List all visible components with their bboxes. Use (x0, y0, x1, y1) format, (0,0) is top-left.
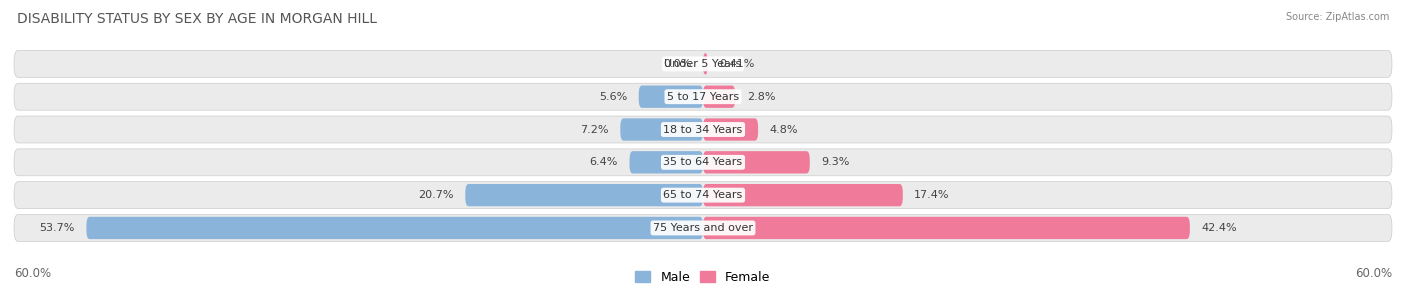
FancyBboxPatch shape (465, 184, 703, 206)
Text: 5.6%: 5.6% (599, 92, 627, 102)
Text: 17.4%: 17.4% (914, 190, 950, 200)
Text: Under 5 Years: Under 5 Years (665, 59, 741, 69)
Text: 9.3%: 9.3% (821, 157, 849, 167)
FancyBboxPatch shape (703, 53, 707, 75)
Text: DISABILITY STATUS BY SEX BY AGE IN MORGAN HILL: DISABILITY STATUS BY SEX BY AGE IN MORGA… (17, 12, 377, 26)
Text: 35 to 64 Years: 35 to 64 Years (664, 157, 742, 167)
FancyBboxPatch shape (86, 217, 703, 239)
FancyBboxPatch shape (703, 217, 1189, 239)
FancyBboxPatch shape (638, 85, 703, 108)
FancyBboxPatch shape (14, 215, 1392, 241)
FancyBboxPatch shape (14, 50, 1392, 77)
Text: 18 to 34 Years: 18 to 34 Years (664, 125, 742, 134)
Text: 42.4%: 42.4% (1201, 223, 1237, 233)
FancyBboxPatch shape (14, 116, 1392, 143)
Text: 65 to 74 Years: 65 to 74 Years (664, 190, 742, 200)
FancyBboxPatch shape (14, 149, 1392, 176)
Text: 75 Years and over: 75 Years and over (652, 223, 754, 233)
FancyBboxPatch shape (703, 85, 735, 108)
FancyBboxPatch shape (14, 83, 1392, 110)
Text: 20.7%: 20.7% (419, 190, 454, 200)
FancyBboxPatch shape (620, 118, 703, 141)
Text: 5 to 17 Years: 5 to 17 Years (666, 92, 740, 102)
FancyBboxPatch shape (703, 151, 810, 174)
FancyBboxPatch shape (14, 182, 1392, 209)
Text: 6.4%: 6.4% (589, 157, 619, 167)
Text: 53.7%: 53.7% (39, 223, 75, 233)
Text: 0.41%: 0.41% (720, 59, 755, 69)
Text: 4.8%: 4.8% (769, 125, 799, 134)
Text: 0.0%: 0.0% (664, 59, 692, 69)
Text: 60.0%: 60.0% (1355, 267, 1392, 280)
Text: 60.0%: 60.0% (14, 267, 51, 280)
Text: Source: ZipAtlas.com: Source: ZipAtlas.com (1285, 12, 1389, 22)
FancyBboxPatch shape (630, 151, 703, 174)
FancyBboxPatch shape (703, 118, 758, 141)
FancyBboxPatch shape (703, 184, 903, 206)
Text: 2.8%: 2.8% (747, 92, 775, 102)
Legend: Male, Female: Male, Female (630, 265, 776, 288)
Text: 7.2%: 7.2% (581, 125, 609, 134)
